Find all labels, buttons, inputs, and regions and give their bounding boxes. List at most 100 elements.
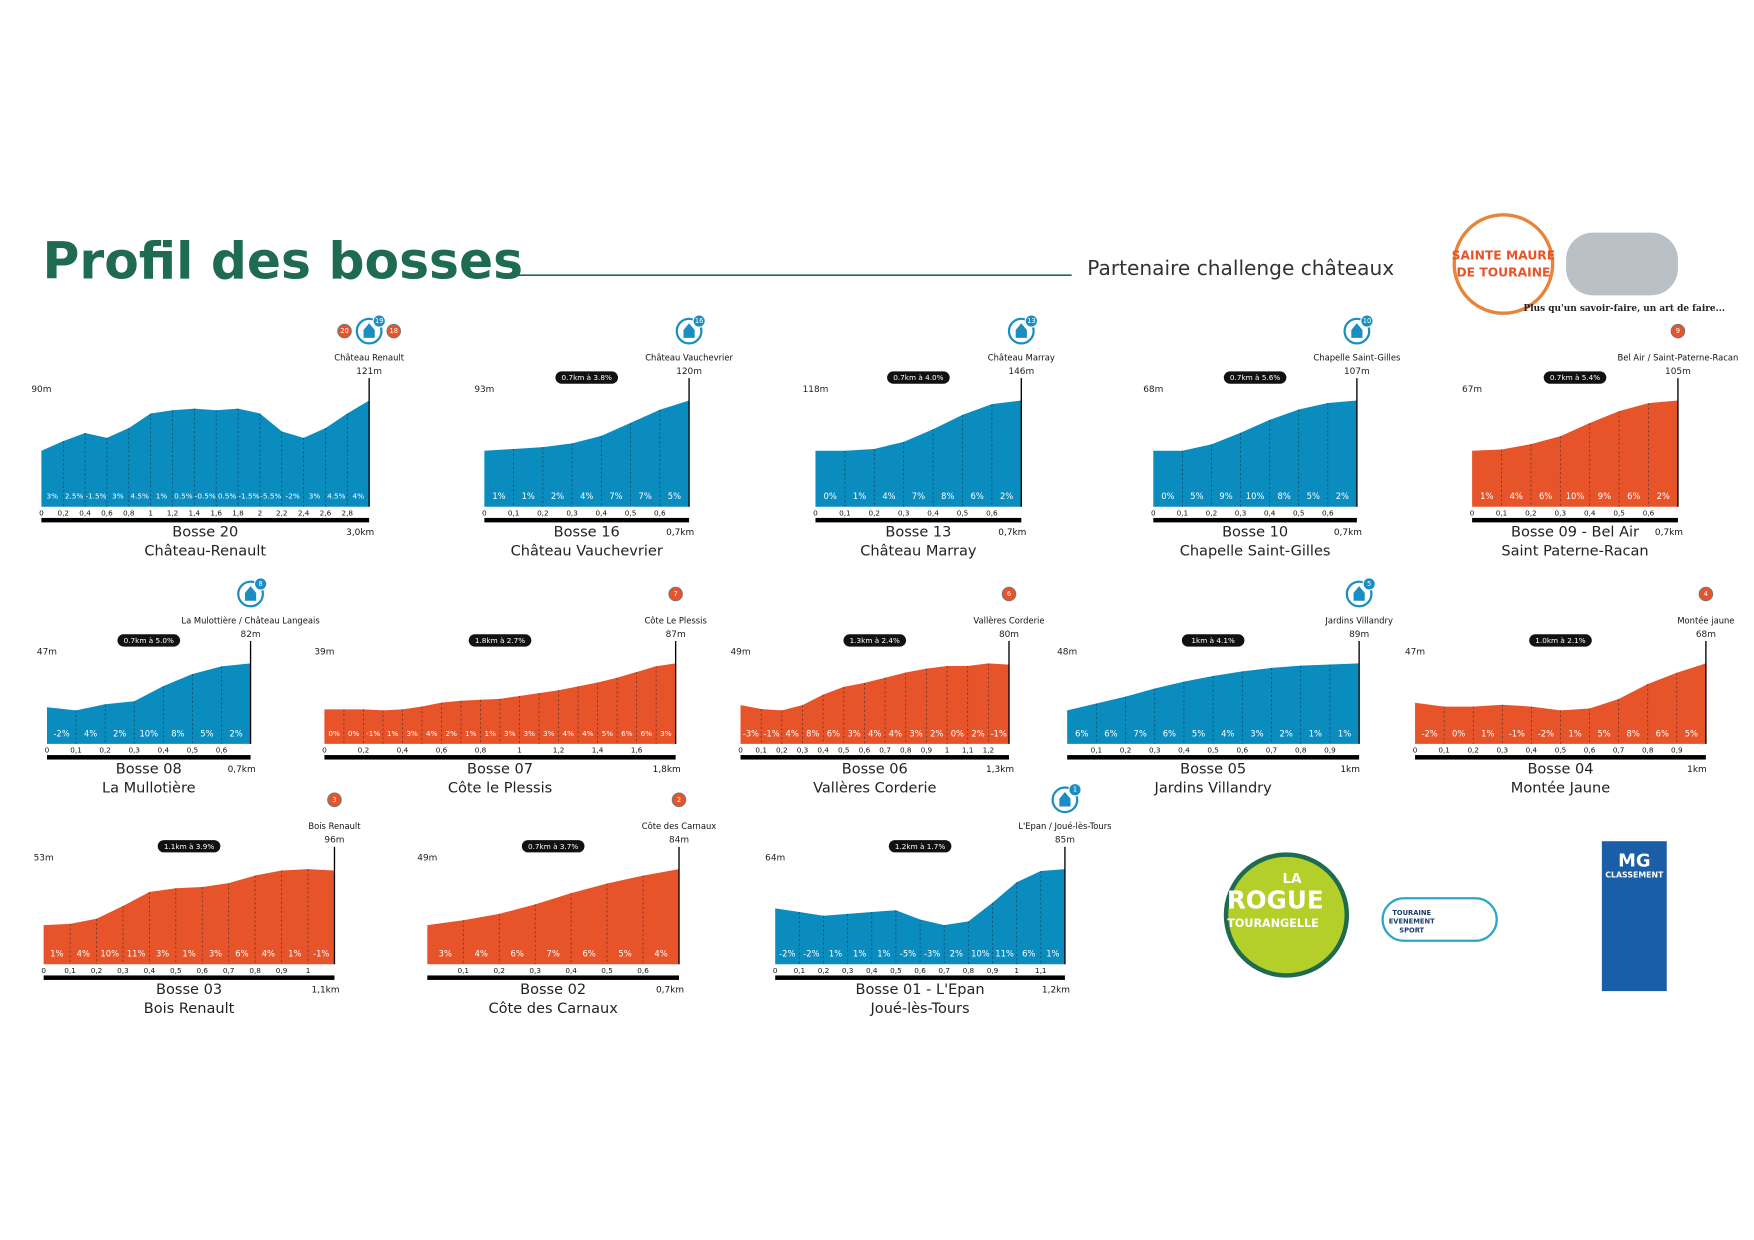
place-label: Chapelle Saint-Gilles (1313, 352, 1400, 362)
gradient-label: 4% (84, 728, 97, 738)
distance-tick: 0,8 (1642, 746, 1654, 755)
distance-tick: 0,8 (249, 966, 261, 975)
distance-tick: 0,5 (625, 508, 637, 517)
gradient-label: 3% (543, 729, 555, 738)
summary: 1.2km à 1.7% (895, 842, 945, 851)
gradient-label: 10% (971, 949, 990, 959)
distance-tick: 0,6 (101, 508, 113, 517)
summary-pill (468, 634, 532, 647)
gradient-label: 2% (971, 728, 984, 738)
end-altitude: 89m (1349, 630, 1369, 640)
gradient-label: 1% (485, 729, 497, 738)
gradient-label: 1% (288, 949, 301, 959)
summary: 0.7km à 3.7% (528, 842, 578, 851)
distance-tick: 0,1 (457, 966, 469, 975)
summary-pill (887, 371, 950, 384)
distance-tick: 0,1 (1438, 746, 1450, 755)
badge-number: 3 (332, 796, 336, 804)
bosse-name: Bosse 05 (1180, 762, 1246, 778)
distance-tick: 0,3 (529, 966, 541, 975)
logo-text: SPORT (1399, 927, 1424, 935)
distance-bar (43, 975, 335, 980)
end-altitude: 120m (676, 367, 702, 377)
gradient-label: 6% (971, 491, 984, 501)
gradient-label: -1% (1509, 728, 1525, 738)
bosse-subtitle: Jardins Villandry (1154, 781, 1273, 797)
gradient-label: 3% (504, 729, 516, 738)
distance-tick: 0,6 (1322, 508, 1334, 517)
summary-pill (1543, 371, 1607, 384)
start-altitude: 47m (37, 648, 57, 658)
badge-number-bg (1698, 586, 1714, 602)
distance-tick: 0,4 (866, 966, 878, 975)
profile-area (1153, 400, 1357, 507)
gradient-label: 2% (113, 728, 126, 738)
distance-tick: 0,4 (927, 508, 939, 517)
distance-bar (1153, 517, 1357, 523)
distance-tick: 0 (482, 508, 487, 517)
end-altitude: 146m (1008, 367, 1034, 377)
distance-tick: 0,2 (57, 508, 69, 517)
distance-tick: 0,4 (397, 746, 409, 755)
place-label: Côte des Carnaux (642, 821, 717, 831)
distance-tick: 1,6 (210, 508, 222, 517)
badge-number-bg (1001, 586, 1017, 602)
partner-label: Partenaire challenge châteaux (1087, 256, 1394, 280)
start-altitude: 93m (474, 385, 494, 395)
gradient-label: 6% (1075, 728, 1088, 738)
gradient-label: 7% (609, 491, 622, 501)
distance-tick: 0,7 (223, 966, 235, 975)
gradient-label: 3% (309, 492, 321, 501)
distance-tick: 1,8 (232, 508, 244, 517)
distance-tick: 0,3 (128, 746, 140, 755)
distance-tick: 0,3 (1149, 746, 1161, 755)
distance-bar (46, 755, 251, 760)
distance-tick: 0,9 (1324, 746, 1336, 755)
distance-tick: 0,4 (144, 966, 156, 975)
distance-tick: 0,1 (70, 746, 82, 755)
distance-tick: 0,6 (914, 966, 926, 975)
gradient-label: 3% (156, 949, 169, 959)
distance-tick: 1,4 (592, 746, 604, 755)
gradient-label: 5% (1685, 728, 1698, 738)
distance-tick: 1,4 (189, 508, 201, 517)
distance-tick: 0,5 (1555, 746, 1567, 755)
distance-bar (427, 975, 680, 980)
summary-pill (1181, 634, 1245, 647)
gradient-label: 2.5% (65, 492, 84, 501)
distance-tick: 0,2 (1120, 746, 1132, 755)
start-altitude: 39m (314, 648, 334, 658)
gradient-label: 0.5% (218, 492, 237, 501)
distance-tick: 0,2 (537, 508, 549, 517)
gradient-label: 9% (1598, 491, 1611, 501)
gradient-label: 2% (1000, 491, 1013, 501)
distance-tick: 0,5 (1207, 746, 1219, 755)
gradient-label: 6% (235, 949, 248, 959)
gradient-label: 1% (877, 949, 890, 959)
badge-number-bg (1068, 783, 1082, 797)
badge-number: 9 (1676, 327, 1680, 335)
distance-tick: 0,3 (1497, 746, 1509, 755)
gradient-label: 4% (563, 729, 575, 738)
distance-tick: 0,4 (1526, 746, 1538, 755)
bosse-subtitle: Château Marray (860, 543, 977, 559)
gradient-label: 6% (827, 728, 840, 738)
distance-tick: 0,1 (1091, 746, 1103, 755)
end-altitude: 85m (1055, 836, 1075, 846)
distance-tick: 2,6 (320, 508, 332, 517)
distance-tick: 0,9 (276, 966, 288, 975)
bosse-name: Bosse 10 (1222, 524, 1288, 540)
logo-text: TOURAINE (1392, 909, 1431, 917)
gradient-label: -2% (1538, 728, 1554, 738)
badge-number-bg (692, 314, 706, 328)
gradient-label: 3% (47, 492, 59, 501)
total-distance: 1,3km (986, 765, 1014, 775)
end-altitude: 80m (999, 630, 1019, 640)
distance-tick: 1,2 (553, 746, 565, 755)
gradient-label: -3% (743, 728, 759, 738)
gradient-label: 1% (387, 729, 399, 738)
badge-number: 1 (1073, 786, 1077, 794)
bosse-name: Bosse 08 (116, 762, 182, 778)
gradient-label: 2% (950, 949, 963, 959)
